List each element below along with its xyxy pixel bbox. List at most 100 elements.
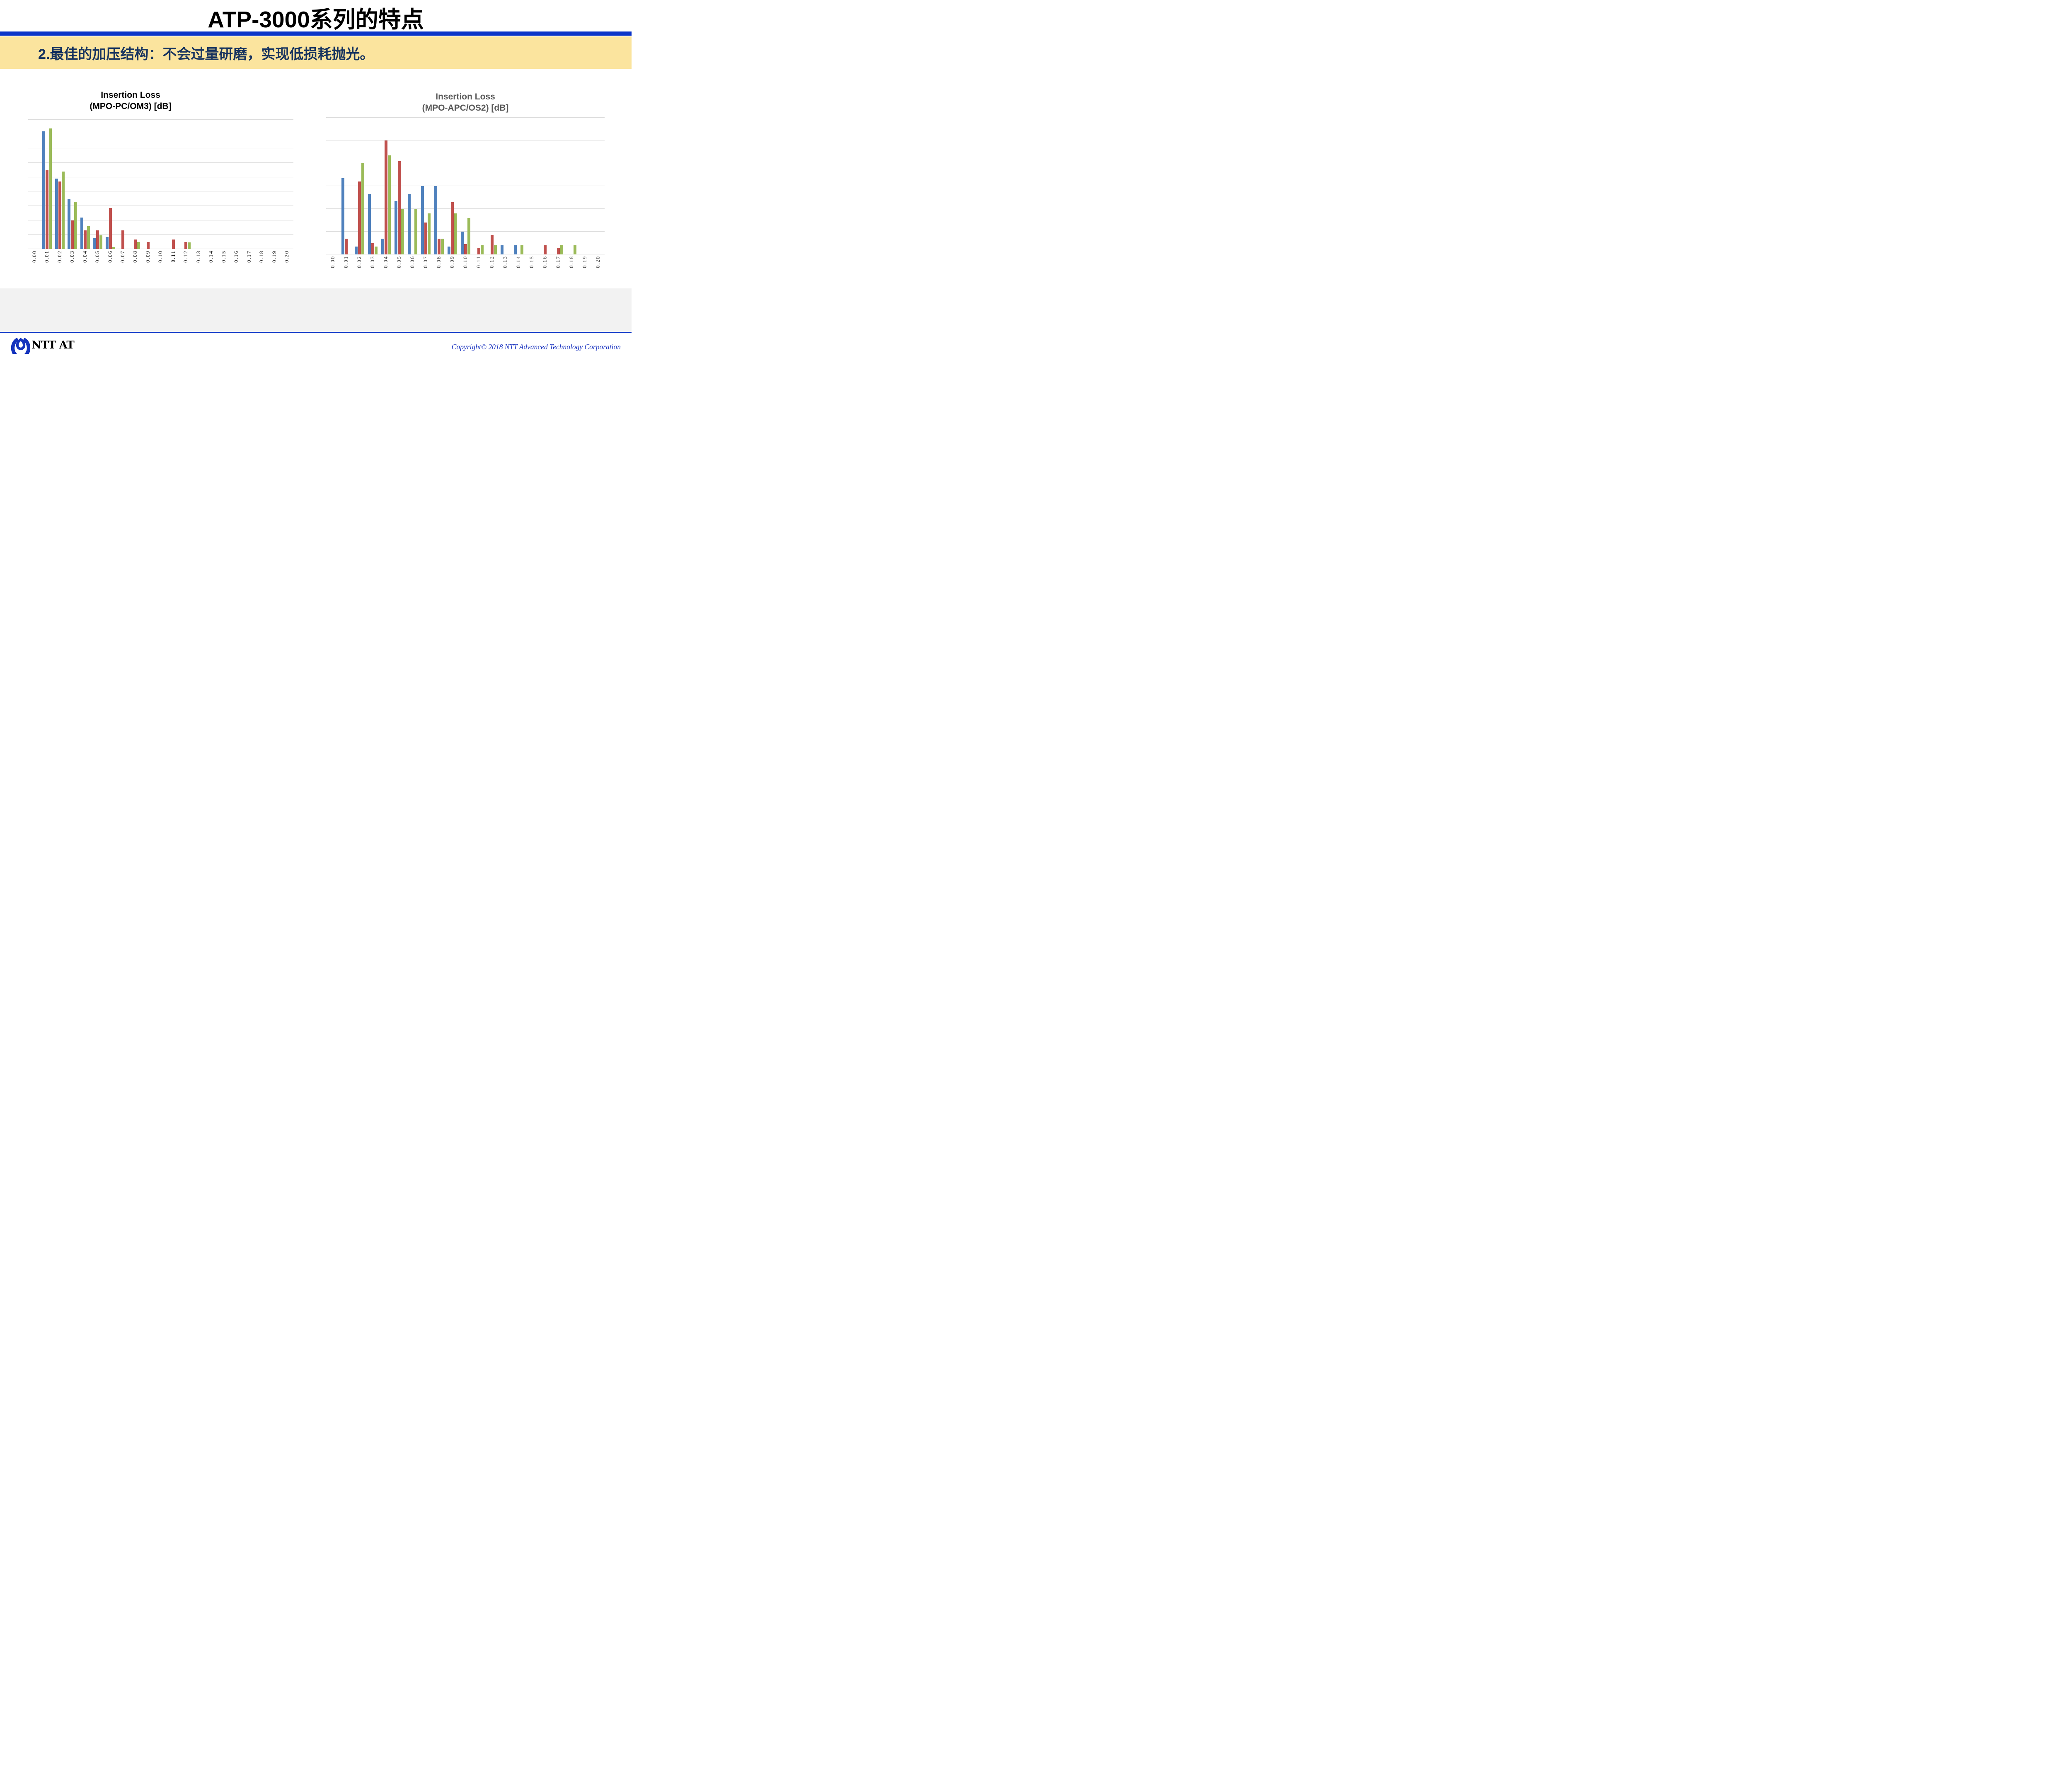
category-slot-0.02 xyxy=(353,118,366,254)
page-title: ATP-3000系列的特点 xyxy=(208,7,424,32)
x-tick-label: 0.11 xyxy=(170,250,176,263)
category-slot-0.19 xyxy=(578,118,591,254)
category-slot-0.20 xyxy=(591,118,605,254)
x-tick-label: 0.02 xyxy=(356,256,362,268)
gridline xyxy=(326,231,605,232)
category-slot-0.16 xyxy=(230,117,243,249)
x-tick-label: 0.08 xyxy=(132,250,138,263)
category-slot-0.05 xyxy=(91,117,104,249)
footer-divider-bar xyxy=(0,332,632,333)
x-tick-label: 0.19 xyxy=(271,250,277,263)
bar-series1-blue xyxy=(68,198,71,249)
bar-series3-green xyxy=(520,245,523,254)
chart-right-title: Insertion Loss (MPO-APC/OS2) [dB] xyxy=(326,91,605,114)
x-tick-label: 0.13 xyxy=(195,250,201,263)
bar-series1-blue xyxy=(407,194,411,254)
bar-series2-red xyxy=(543,245,547,254)
x-tick-label: 0.14 xyxy=(208,250,214,263)
bar-series1-blue xyxy=(513,245,517,254)
bar-series2-red xyxy=(490,235,494,254)
x-tick-label: 0.12 xyxy=(183,250,189,263)
bar-series1-blue xyxy=(394,201,397,254)
category-slot-0.04 xyxy=(79,117,91,249)
category-slot-0.03 xyxy=(66,117,78,249)
category-slot-0.09 xyxy=(142,117,154,249)
x-tick-label: 0.02 xyxy=(56,250,63,263)
bar-series2-red xyxy=(424,223,427,254)
bar-series1-blue xyxy=(42,131,46,249)
bar-series3-green xyxy=(61,171,65,249)
category-slot-0.10 xyxy=(459,118,472,254)
bar-series3-green xyxy=(112,247,115,249)
category-slot-0.04 xyxy=(379,118,392,254)
copyright-text: Copyright© 2018 NTT Advanced Technology … xyxy=(451,343,621,351)
bar-series3-green xyxy=(573,245,576,254)
bar-series2-red xyxy=(96,230,99,249)
bar-series3-green xyxy=(49,128,52,249)
title-divider-bar xyxy=(0,31,632,36)
category-slot-0.17 xyxy=(552,118,565,254)
x-tick-label: 0.01 xyxy=(343,256,349,268)
category-slot-0.10 xyxy=(155,117,167,249)
category-slot-0.01 xyxy=(339,118,353,254)
category-slot-0.15 xyxy=(525,118,538,254)
bar-series1-blue xyxy=(421,186,424,254)
x-tick-label: 0.15 xyxy=(220,250,227,263)
category-slot-0.09 xyxy=(445,118,459,254)
x-tick-label: 0.16 xyxy=(542,256,548,268)
x-tick-label: 0.20 xyxy=(595,256,601,268)
bar-series1-blue xyxy=(341,178,344,254)
x-tick-label: 0.09 xyxy=(449,256,455,268)
subtitle: 2.最佳的加压结构：不会过量研磨，实现低损耗抛光。 xyxy=(38,46,374,62)
chart-left-title-line2: (MPO-PC/OM3) [dB] xyxy=(90,102,172,111)
category-slot-0.18 xyxy=(565,118,578,254)
category-slot-0.01 xyxy=(41,117,53,249)
gridline xyxy=(28,162,293,163)
bar-series3-green xyxy=(560,245,563,254)
category-slot-0.18 xyxy=(255,117,268,249)
x-tick-label: 0.03 xyxy=(369,256,375,268)
bar-series2-red xyxy=(344,238,348,254)
category-slot-0.08 xyxy=(432,118,445,254)
x-tick-label: 0.03 xyxy=(69,250,75,263)
chart-left-plot-area xyxy=(28,117,293,249)
x-tick-label: 0.06 xyxy=(107,250,113,263)
chart-right-plot-area xyxy=(326,117,605,254)
bar-series2-red xyxy=(83,230,87,249)
category-slot-0.13 xyxy=(499,118,512,254)
category-slot-0.11 xyxy=(472,118,485,254)
x-tick-label: 0.01 xyxy=(44,250,50,263)
x-tick-label: 0.17 xyxy=(246,250,252,263)
bar-series3-green xyxy=(74,201,77,249)
x-tick-label: 0.18 xyxy=(259,250,265,263)
bar-series3-green xyxy=(467,218,470,254)
category-slot-0.16 xyxy=(538,118,552,254)
bar-series2-red xyxy=(384,140,387,254)
category-slot-0.06 xyxy=(104,117,116,249)
category-slot-0.12 xyxy=(180,117,192,249)
x-tick-label: 0.08 xyxy=(436,256,442,268)
x-tick-label: 0.00 xyxy=(329,256,336,268)
category-slot-0.17 xyxy=(243,117,255,249)
category-slot-0.19 xyxy=(268,117,281,249)
chart-right-x-axis-labels: 0.00 0.01 0.02 0.03 0.04 0.05 0.06 0.07 0.08 0.09… xyxy=(326,256,605,281)
bar-series2-red xyxy=(46,170,49,249)
x-tick-label: 0.17 xyxy=(555,256,561,268)
x-tick-label: 0.20 xyxy=(284,250,290,263)
category-slot-0.14 xyxy=(512,118,525,254)
bar-series2-red xyxy=(397,161,401,254)
bar-series1-blue xyxy=(55,179,58,249)
chart-right-title-line1: Insertion Loss xyxy=(436,92,495,102)
bar-series1-blue xyxy=(80,217,83,249)
x-tick-label: 0.00 xyxy=(31,250,37,263)
bar-series2-red xyxy=(450,202,454,254)
category-slot-0.12 xyxy=(485,118,499,254)
bar-series2-red xyxy=(437,238,441,254)
x-tick-label: 0.07 xyxy=(120,250,126,263)
bar-series1-blue xyxy=(460,232,464,254)
category-slot-0.20 xyxy=(281,117,293,249)
bar-series1-blue xyxy=(434,186,437,254)
x-tick-label: 0.11 xyxy=(475,256,482,268)
bar-series1-blue xyxy=(368,194,371,254)
category-slot-0.03 xyxy=(366,118,379,254)
